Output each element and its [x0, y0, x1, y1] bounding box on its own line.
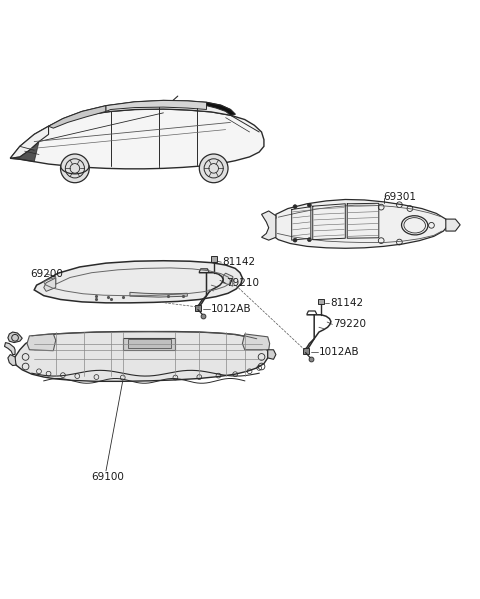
- Polygon shape: [262, 211, 276, 240]
- Text: 69301: 69301: [384, 192, 417, 202]
- Polygon shape: [269, 199, 448, 249]
- Circle shape: [293, 205, 297, 208]
- Text: 81142: 81142: [330, 298, 363, 308]
- Text: 81142: 81142: [222, 257, 255, 267]
- Polygon shape: [123, 338, 175, 350]
- Polygon shape: [14, 332, 268, 382]
- Text: 79220: 79220: [333, 319, 366, 329]
- Polygon shape: [10, 126, 48, 158]
- Polygon shape: [446, 219, 460, 231]
- Text: 1012AB: 1012AB: [211, 304, 252, 314]
- Text: 1012AB: 1012AB: [319, 347, 360, 357]
- Polygon shape: [34, 261, 242, 303]
- Circle shape: [308, 203, 312, 207]
- Polygon shape: [130, 292, 187, 297]
- Polygon shape: [223, 273, 233, 286]
- Polygon shape: [44, 278, 56, 291]
- Polygon shape: [8, 332, 22, 343]
- Polygon shape: [268, 350, 276, 359]
- Polygon shape: [8, 355, 16, 365]
- Polygon shape: [10, 141, 39, 162]
- Bar: [211, 256, 216, 262]
- Polygon shape: [48, 101, 235, 126]
- Circle shape: [60, 154, 89, 183]
- Polygon shape: [128, 339, 170, 348]
- Polygon shape: [4, 343, 15, 355]
- Text: 69200: 69200: [30, 269, 63, 279]
- Polygon shape: [27, 334, 56, 350]
- Polygon shape: [10, 109, 264, 169]
- Polygon shape: [206, 102, 235, 115]
- Text: 69100: 69100: [92, 471, 124, 482]
- Circle shape: [293, 238, 297, 242]
- Circle shape: [199, 154, 228, 183]
- Polygon shape: [106, 101, 206, 111]
- Text: 79210: 79210: [226, 278, 259, 288]
- Polygon shape: [48, 105, 106, 128]
- Circle shape: [308, 238, 312, 241]
- Polygon shape: [242, 334, 270, 350]
- Bar: [319, 298, 324, 304]
